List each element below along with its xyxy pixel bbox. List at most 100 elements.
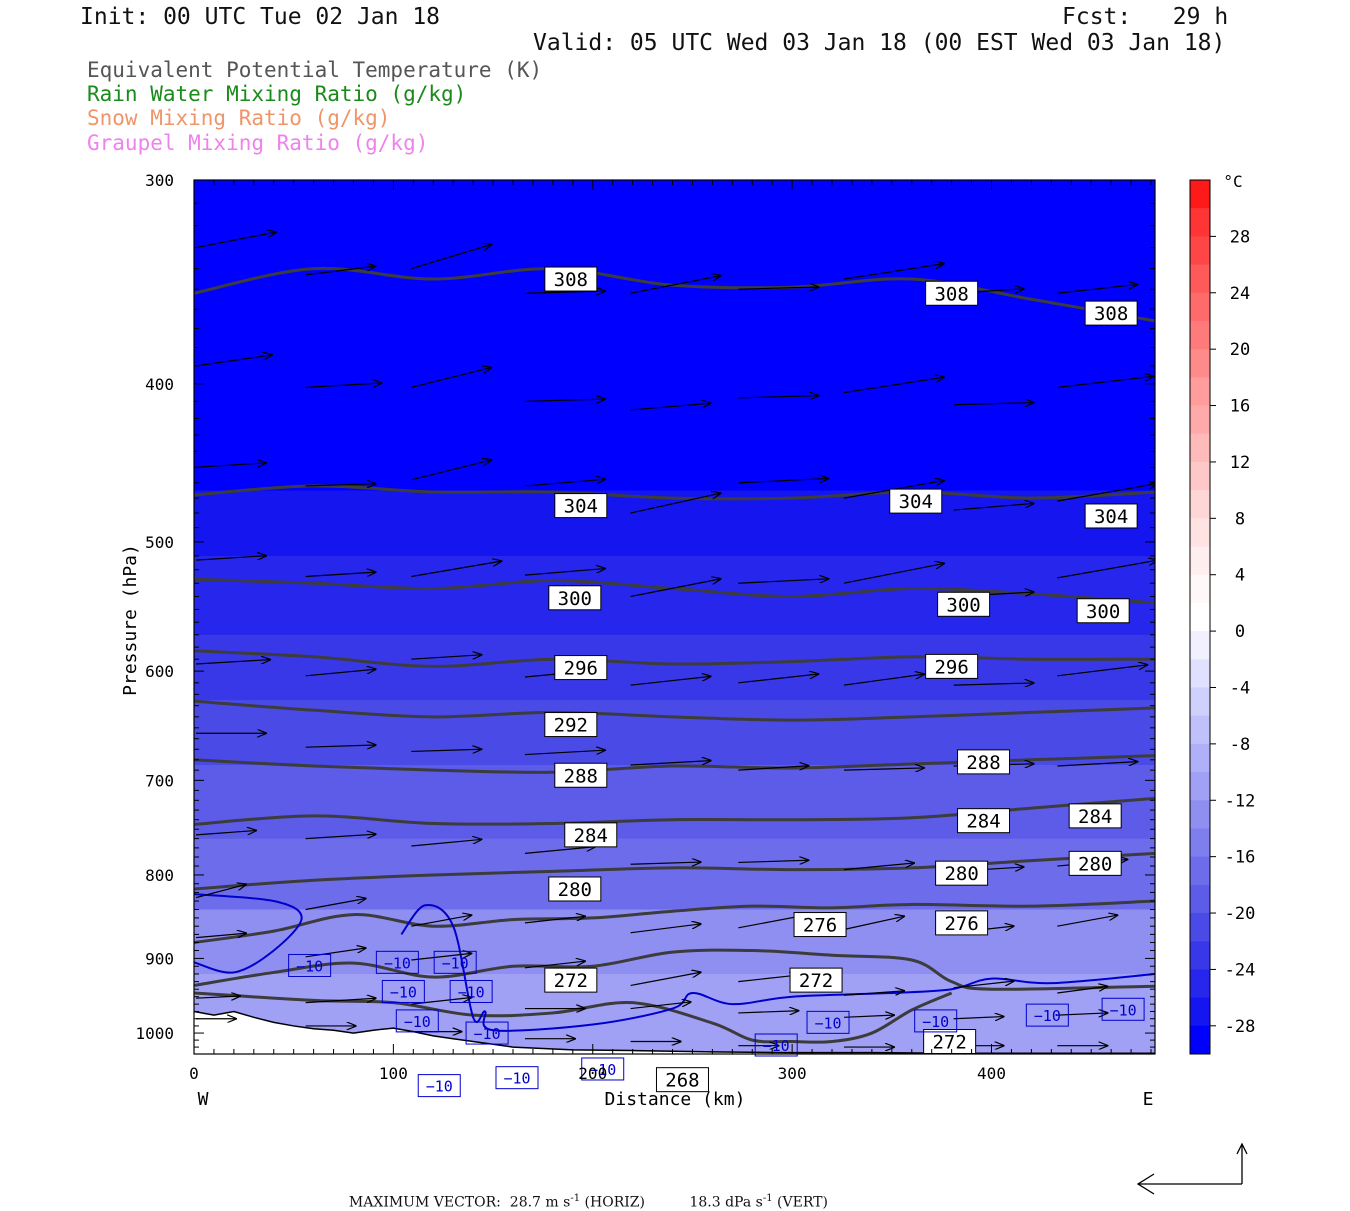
colorbar-swatch [1190,292,1210,322]
colorbar-swatch [1190,856,1210,886]
wind-vector [411,244,491,270]
colorbar-swatch [1190,490,1210,519]
label-box [789,967,843,993]
theta-e-label: 280 [548,876,602,902]
wind-vector [411,749,481,751]
colorbar-swatch [1190,800,1210,829]
label-text: 272 [932,1032,966,1054]
wind-vector [524,750,605,756]
wind-vector [411,460,491,481]
theta-e-label: 268 [655,1067,709,1093]
horiz-unit: (HORIZ) [580,1194,645,1211]
wind-vector [630,924,701,934]
theta-e-label: 292 [544,712,598,738]
init-time: Init: 00 UTC Tue 02 Jan 18 [80,4,441,30]
label-text: −10 [922,1013,949,1031]
label-box [1101,997,1145,1021]
minus10-label: −10 [288,953,332,977]
label-text: 272 [554,970,588,992]
label-text: 276 [944,913,978,935]
colorbar-swatch [1190,743,1210,773]
minus10-label: −10 [449,979,493,1003]
wind-vector [195,933,246,939]
theta-e-label: 296 [925,653,979,679]
minus10-label: −10 [754,1033,798,1057]
label-box [381,979,425,1003]
wind-vector [195,556,266,561]
label-box [1084,503,1138,529]
colorbar-tick-label: -12 [1225,791,1256,811]
label-box [554,762,608,788]
minus10-label: −10 [1101,997,1145,1021]
label-box [433,950,477,974]
colorbar-tick-label: 16 [1230,397,1250,417]
label-text: 300 [1086,601,1120,623]
theta-e-label: 280 [935,860,989,886]
x-tick-label: 200 [578,1064,607,1083]
wind-vector [953,683,1034,685]
minus10-label: −10 [395,1009,439,1033]
vert-unit: (VERT) [772,1194,828,1211]
wind-vectors [195,232,1155,1047]
colorbar-frame [1189,179,1211,1055]
label-box [889,488,943,514]
wind-vector [953,503,1034,511]
theta-e-label: 284 [1068,803,1122,829]
wind-vector [195,884,246,899]
wind-vector [630,676,711,686]
legend-snow: Snow Mixing Ratio (g/kg) [87,106,391,130]
wind-vector [195,660,270,665]
temp-band-0 [194,180,1155,492]
colorbar-swatch [1190,405,1210,435]
label-text: 292 [554,715,588,737]
label-box [288,953,332,977]
wind-vector [738,287,818,289]
label-text: −10 [503,1070,530,1088]
wind-vector [630,403,711,411]
colorbar-swatch [1190,715,1210,745]
temperature-fill [194,180,1155,1054]
theta-e-contour-296 [194,649,1155,668]
horiz-exponent: -1 [570,1193,581,1204]
theta-e-label: 280 [1068,850,1122,876]
wind-vector [953,403,1034,405]
label-text: 304 [1094,506,1128,528]
label-box [375,950,419,974]
label-text: 288 [966,752,1000,774]
x-tick-label: 300 [778,1064,807,1083]
temp-band-3 [194,634,1155,701]
wind-vector [411,655,481,660]
y-tick-label: 400 [145,375,174,394]
wind-vector [524,961,585,969]
east-label: E [1143,1089,1154,1110]
theta-e-label: 288 [957,749,1011,775]
wind-vector [305,669,376,677]
theta-e-label: 296 [554,655,608,681]
colorbar-tick-label: -16 [1225,848,1256,868]
wind-vector [411,368,491,388]
colorbar-swatch [1190,997,1210,1027]
wind-vector [1057,1013,1107,1015]
wind-vector [1057,284,1137,294]
label-box [548,876,602,902]
label-text: 308 [1094,303,1128,325]
wind-vector [843,863,914,871]
theta-e-label: 272 [544,967,598,993]
wind-vector [411,998,471,1005]
minus10-label: −10 [433,950,477,974]
minus10-label: −10 [465,1021,509,1045]
label-box [554,493,608,519]
colorbar-swatch [1190,687,1210,717]
minus10-label: −10 [495,1066,539,1090]
label-box [554,655,608,681]
label-text: 280 [558,879,592,901]
label-text: 280 [944,863,978,885]
y-tick-label: 1000 [135,1024,174,1043]
wind-vector [630,493,721,514]
colorbar-swatch [1190,208,1210,237]
colorbar-tick-label: -28 [1225,1017,1256,1037]
theta-e-label: 300 [937,591,991,617]
temp-band-1 [194,490,1155,557]
theta-e-contour-272 [194,948,1155,991]
theta-e-label: 284 [564,822,618,848]
